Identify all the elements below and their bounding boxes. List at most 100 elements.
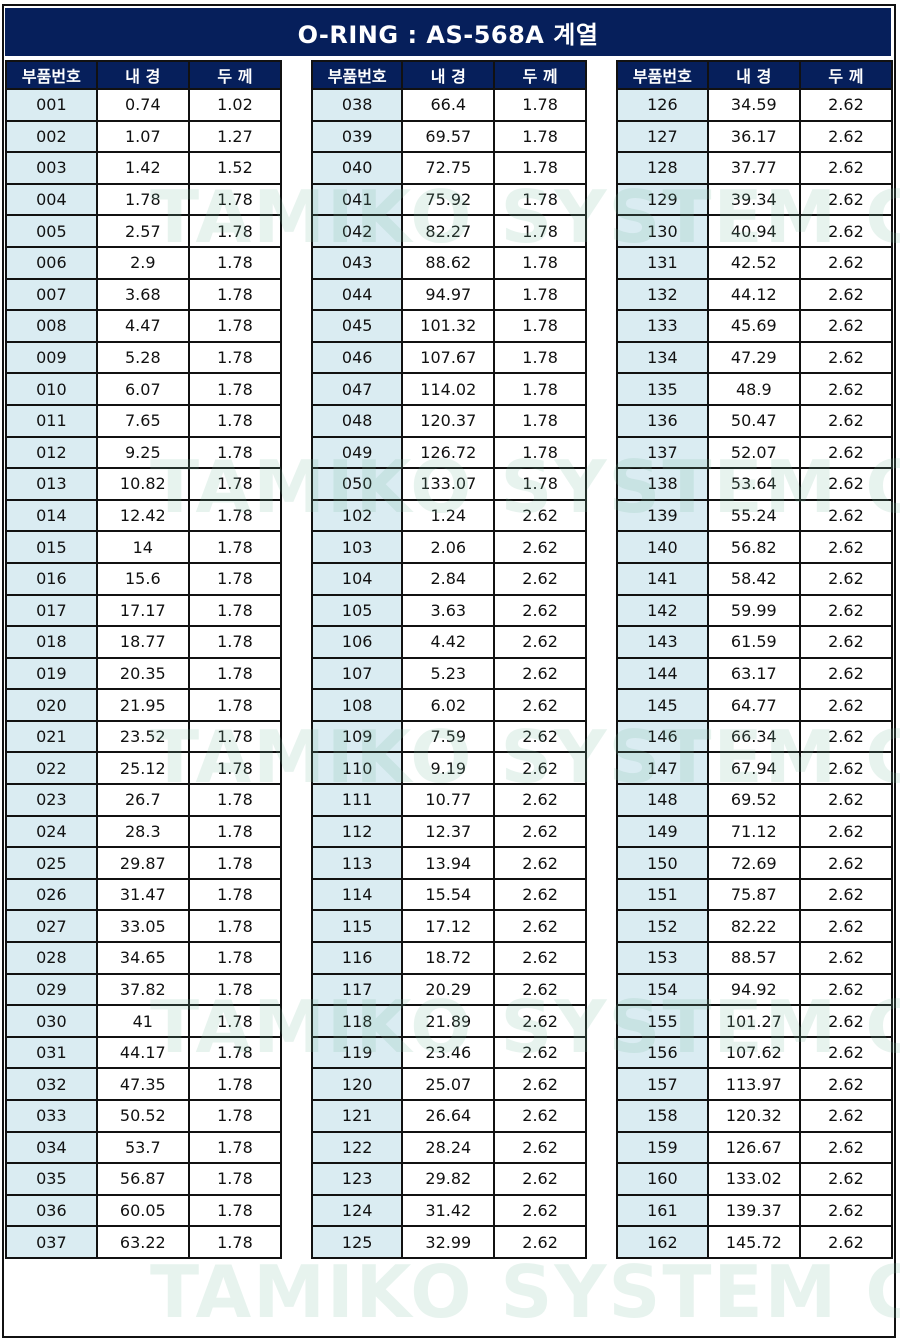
- part-number-cell: 030: [5, 1004, 98, 1038]
- thickness-cell: 1.78: [187, 403, 283, 438]
- thickness-cell: 1.78: [187, 309, 283, 343]
- table-row: 028 34.65 1.78: [5, 941, 283, 975]
- thickness-cell: 1.78: [493, 182, 587, 217]
- thickness-cell: 1.78: [187, 245, 283, 280]
- table-row: 118 21.89 2.62: [310, 1004, 587, 1038]
- inner-diameter-cell: 2.06: [401, 530, 496, 564]
- column-header-part-number: 부품번호: [310, 60, 404, 90]
- thickness-cell: 1.78: [187, 625, 283, 659]
- thickness-cell: 1.78: [187, 1130, 283, 1165]
- thickness-cell: 1.78: [187, 372, 283, 406]
- inner-diameter-cell: 126.72: [401, 435, 496, 470]
- table-row: 112 12.37 2.62: [310, 814, 587, 849]
- thickness-cell: 2.62: [798, 245, 894, 280]
- part-number-cell: 002: [5, 119, 98, 154]
- part-number-cell: 153: [616, 941, 709, 975]
- part-number-cell: 014: [5, 498, 98, 533]
- table-row: 038 66.4 1.78: [310, 88, 587, 122]
- thickness-cell: 1.78: [493, 245, 587, 280]
- thickness-cell: 2.62: [798, 561, 894, 596]
- table-row: 151 75.87 2.62: [616, 877, 894, 912]
- inner-diameter-cell: 21.89: [401, 1004, 496, 1038]
- thickness-cell: 2.62: [493, 1099, 587, 1133]
- inner-diameter-cell: 33.05: [95, 909, 190, 944]
- thickness-cell: 2.62: [493, 814, 587, 849]
- inner-diameter-cell: 5.23: [401, 656, 496, 691]
- inner-diameter-cell: 67.94: [706, 751, 801, 786]
- thickness-cell: 2.62: [798, 88, 894, 122]
- thickness-cell: 2.62: [493, 972, 587, 1007]
- table-row: 002 1.07 1.27: [5, 119, 283, 154]
- table-row: 161 139.37 2.62: [616, 1193, 894, 1228]
- part-number-cell: 147: [616, 751, 709, 786]
- part-number-cell: 117: [310, 972, 404, 1007]
- table-row: 032 47.35 1.78: [5, 1067, 283, 1101]
- table-row: 102 1.24 2.62: [310, 498, 587, 533]
- table-row: 139 55.24 2.62: [616, 498, 894, 533]
- table-row: 110 9.19 2.62: [310, 751, 587, 786]
- table-row: 116 18.72 2.62: [310, 941, 587, 975]
- part-number-cell: 004: [5, 182, 98, 217]
- table-row: 017 17.17 1.78: [5, 593, 283, 628]
- table-row: 121 26.64 2.62: [310, 1099, 587, 1133]
- part-number-cell: 022: [5, 751, 98, 786]
- inner-diameter-cell: 63.22: [95, 1225, 190, 1259]
- inner-diameter-cell: 58.42: [706, 561, 801, 596]
- part-number-cell: 137: [616, 435, 709, 470]
- part-number-cell: 038: [310, 88, 404, 122]
- table-row: 039 69.57 1.78: [310, 119, 587, 154]
- table-row: 103 2.06 2.62: [310, 530, 587, 564]
- thickness-cell: 1.78: [493, 435, 587, 470]
- inner-diameter-cell: 94.97: [401, 277, 496, 312]
- thickness-cell: 2.62: [798, 119, 894, 154]
- thickness-cell: 1.78: [187, 783, 283, 817]
- part-number-cell: 133: [616, 309, 709, 343]
- thickness-cell: 2.62: [493, 783, 587, 817]
- thickness-cell: 2.62: [493, 1225, 587, 1259]
- thickness-cell: 1.78: [187, 972, 283, 1007]
- table-row: 006 2.9 1.78: [5, 245, 283, 280]
- inner-diameter-cell: 15.6: [95, 561, 190, 596]
- part-number-cell: 152: [616, 909, 709, 944]
- part-number-cell: 159: [616, 1130, 709, 1165]
- table-row: 135 48.9 2.62: [616, 372, 894, 406]
- table-row: 127 36.17 2.62: [616, 119, 894, 154]
- thickness-cell: 1.78: [187, 1193, 283, 1228]
- table-row: 131 42.52 2.62: [616, 245, 894, 280]
- part-number-cell: 043: [310, 245, 404, 280]
- thickness-cell: 2.62: [798, 941, 894, 975]
- part-number-cell: 032: [5, 1067, 98, 1101]
- part-number-cell: 110: [310, 751, 404, 786]
- part-number-cell: 132: [616, 277, 709, 312]
- thickness-cell: 2.62: [798, 1162, 894, 1196]
- inner-diameter-cell: 31.47: [95, 877, 190, 912]
- inner-diameter-cell: 31.42: [401, 1193, 496, 1228]
- part-number-cell: 029: [5, 972, 98, 1007]
- inner-diameter-cell: 9.19: [401, 751, 496, 786]
- part-number-cell: 121: [310, 1099, 404, 1133]
- part-number-cell: 047: [310, 372, 404, 406]
- inner-diameter-cell: 52.07: [706, 435, 801, 470]
- part-number-cell: 162: [616, 1225, 709, 1259]
- table-row: 026 31.47 1.78: [5, 877, 283, 912]
- part-number-cell: 001: [5, 88, 98, 122]
- inner-diameter-cell: 64.77: [706, 688, 801, 722]
- inner-diameter-cell: 23.52: [95, 719, 190, 754]
- part-number-cell: 154: [616, 972, 709, 1007]
- thickness-cell: 1.78: [187, 909, 283, 944]
- thickness-cell: 2.62: [493, 846, 587, 880]
- table-row: 020 21.95 1.78: [5, 688, 283, 722]
- thickness-cell: 1.78: [187, 1225, 283, 1259]
- inner-diameter-cell: 23.46: [401, 1035, 496, 1070]
- thickness-cell: 1.78: [187, 530, 283, 564]
- thickness-cell: 1.78: [187, 846, 283, 880]
- inner-diameter-cell: 120.32: [706, 1099, 801, 1133]
- table-row: 162 145.72 2.62: [616, 1225, 894, 1259]
- thickness-cell: 1.78: [187, 751, 283, 786]
- inner-diameter-cell: 13.94: [401, 846, 496, 880]
- inner-diameter-cell: 45.69: [706, 309, 801, 343]
- thickness-cell: 1.78: [187, 277, 283, 312]
- inner-diameter-cell: 25.12: [95, 751, 190, 786]
- table-row: 024 28.3 1.78: [5, 814, 283, 849]
